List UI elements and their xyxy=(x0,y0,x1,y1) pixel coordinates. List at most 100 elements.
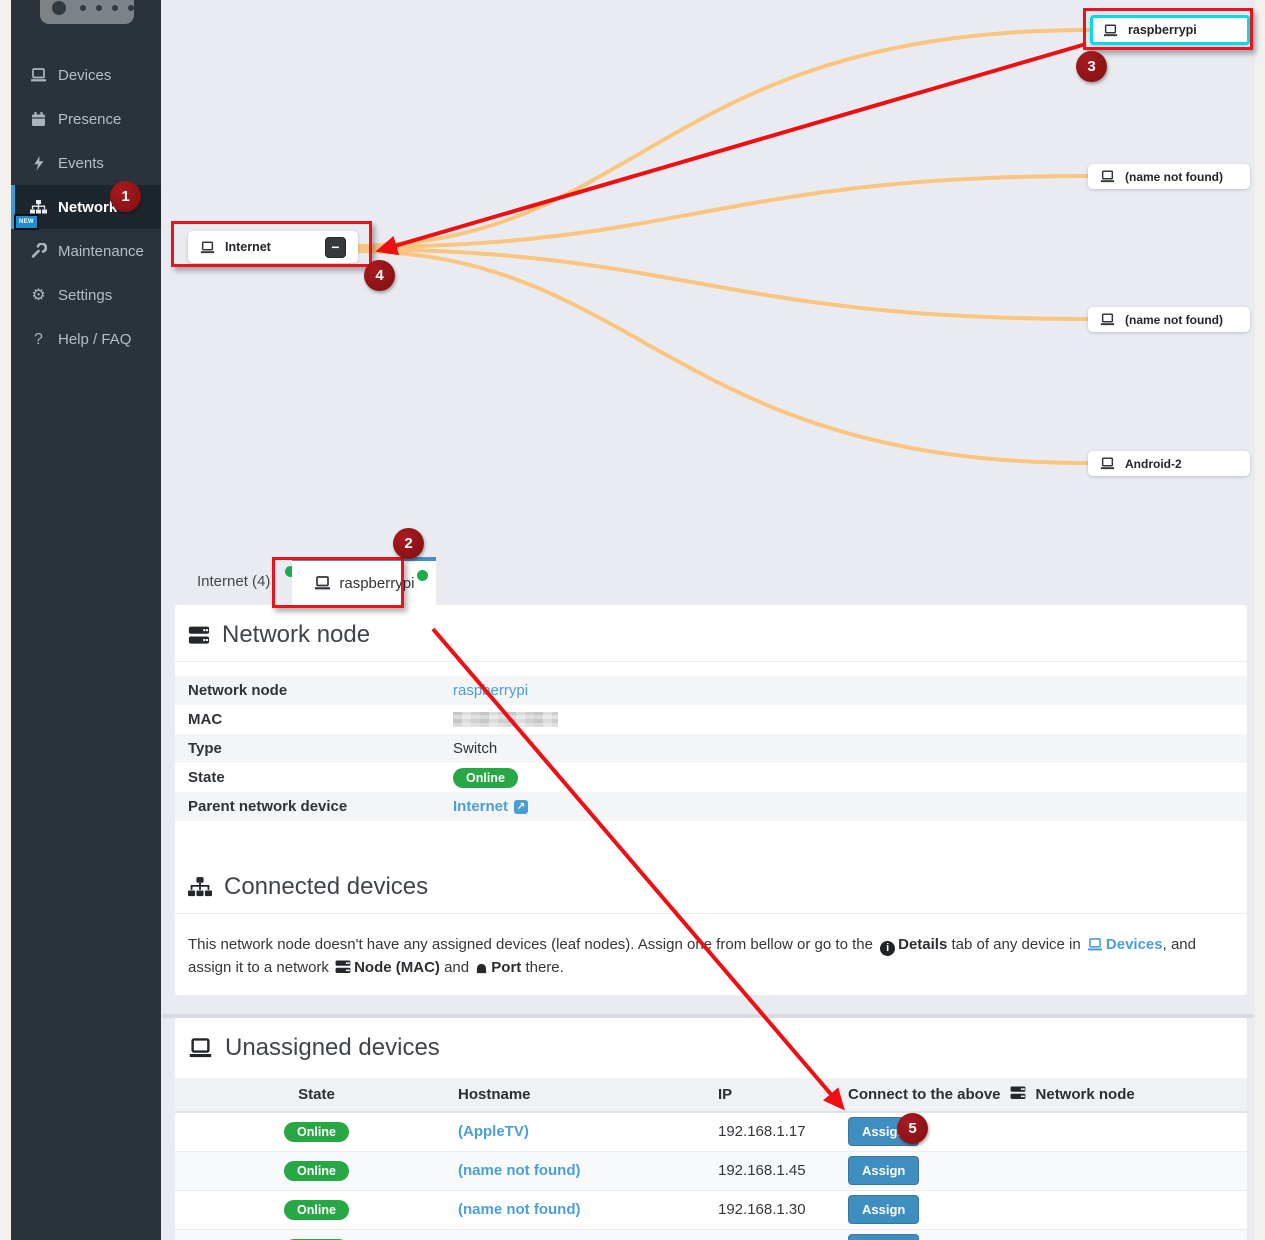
desc-text: there. xyxy=(521,959,564,976)
node-label: (name not found) xyxy=(1125,169,1223,184)
sidebar-item-maintenance[interactable]: NEW Maintenance xyxy=(11,214,161,273)
annotation-step-1: 1 xyxy=(110,181,141,212)
sidebar: Devices Presence Events Network NEW Main… xyxy=(11,0,161,1240)
sidebar-item-label: Devices xyxy=(58,66,112,84)
status-badge: Online xyxy=(453,767,518,788)
sidebar-item-label: Presence xyxy=(58,110,122,128)
sidebar-item-label: Network xyxy=(58,198,118,216)
hostname-link[interactable]: (AppleTV) xyxy=(458,1123,529,1141)
detail-row-mac: MAC xyxy=(175,705,1247,734)
network-node-panel: Network node Network node raspberrypi MA… xyxy=(175,605,1247,995)
laptop-icon xyxy=(1100,457,1115,470)
sidebar-menu: Devices Presence Events Network NEW Main… xyxy=(11,53,161,361)
sidebar-item-help[interactable]: ? Help / FAQ xyxy=(11,317,161,361)
table-row: Online (name not found) 192.168.1.30 Ass… xyxy=(175,1190,1247,1230)
col-header-connect: Connect to the above Network node xyxy=(848,1078,1247,1113)
detail-row-network-node: Network node raspberrypi xyxy=(175,676,1247,705)
detail-label: MAC xyxy=(188,711,223,728)
logo-dot xyxy=(52,1,66,15)
annotation-step-5: 5 xyxy=(897,1113,928,1144)
question-icon: ? xyxy=(34,330,43,348)
laptop-icon xyxy=(189,1038,212,1058)
table-row: Online (name not found) 192.168.1.45 Ass… xyxy=(175,1151,1247,1191)
topology-node-internet[interactable]: Internet − xyxy=(188,231,358,263)
info-icon: i xyxy=(880,941,896,956)
topology-node-raspberrypi[interactable]: raspberrypi xyxy=(1090,15,1250,45)
tab-label: raspberrypi xyxy=(339,574,415,592)
sidebar-item-label: Maintenance xyxy=(58,242,144,260)
detail-label: Parent network device xyxy=(188,798,348,815)
online-dot xyxy=(417,570,429,581)
external-link-icon[interactable]: ↗ xyxy=(514,799,529,814)
detail-label: State xyxy=(188,769,225,786)
assign-button[interactable]: Assign xyxy=(848,1156,920,1185)
sitemap-icon xyxy=(188,877,212,897)
assign-button[interactable]: Assign xyxy=(848,1234,920,1240)
hostname-link[interactable]: (name not found) xyxy=(458,1201,581,1218)
hostname-link[interactable]: (name not found) xyxy=(458,1162,581,1179)
desc-text: , and assign it to a network xyxy=(188,936,1196,976)
detail-label: Network node xyxy=(188,682,288,699)
annotation-step-3: 3 xyxy=(1076,51,1107,82)
parent-device-link[interactable]: Internet xyxy=(453,798,509,815)
devices-link[interactable]: Devices xyxy=(1105,936,1163,953)
desc-bold: Details xyxy=(898,936,948,953)
sitemap-icon xyxy=(30,200,47,214)
sidebar-item-events[interactable]: Events xyxy=(11,141,161,185)
port-icon xyxy=(475,959,488,980)
topology-node-unknown-2[interactable]: (name not found) xyxy=(1088,307,1250,332)
laptop-icon xyxy=(1103,23,1118,36)
server-icon xyxy=(1010,1085,1026,1104)
bolt-icon xyxy=(34,155,44,170)
laptop-icon xyxy=(1100,170,1115,183)
annotation-step-2: 2 xyxy=(393,528,424,559)
node-label: Internet xyxy=(225,240,271,254)
detail-row-parent: Parent network device Internet ↗ xyxy=(175,792,1247,821)
desc-text: tab of any device in xyxy=(947,936,1085,953)
detail-row-state: State Online xyxy=(175,763,1247,792)
topology-node-unknown-1[interactable]: (name not found) xyxy=(1088,164,1250,189)
tab-internet[interactable]: Internet (4) xyxy=(175,557,297,605)
ip-value: 192.168.1.17 xyxy=(718,1123,806,1141)
detail-row-type: Type Switch xyxy=(175,734,1247,763)
table-row: Online (AppleTV) 192.168.1.17 Assign xyxy=(175,1112,1247,1152)
node-name-link[interactable]: raspberrypi xyxy=(453,682,529,699)
app-logo xyxy=(40,0,134,24)
desc-bold: Node (MAC) xyxy=(354,959,440,976)
laptop-icon xyxy=(315,576,331,590)
sidebar-item-presence[interactable]: Presence xyxy=(11,97,161,141)
ip-value: 192.168.1.45 xyxy=(718,1162,806,1179)
divider xyxy=(175,661,1247,662)
unassigned-devices-heading: Unassigned devices xyxy=(175,1018,1247,1070)
new-badge: NEW xyxy=(14,214,39,230)
status-badge: Online xyxy=(284,1160,349,1181)
collapse-node-button[interactable]: − xyxy=(325,236,346,258)
sidebar-item-settings[interactable]: ⚙ Settings xyxy=(11,273,161,317)
table-row: Online (name not found) 192.168.1.57 Ass… xyxy=(175,1229,1247,1240)
col-header-hostname: Hostname xyxy=(458,1078,718,1113)
sidebar-item-label: Events xyxy=(58,154,104,172)
sidebar-item-label: Settings xyxy=(58,286,113,304)
desc-text: and xyxy=(439,959,474,976)
detail-value: Switch xyxy=(453,740,498,757)
desc-bold: Port xyxy=(491,959,522,976)
redacted-mac-value xyxy=(453,712,558,727)
tab-raspberrypi[interactable]: raspberrypi xyxy=(292,557,437,605)
ip-value: 192.168.1.30 xyxy=(718,1201,806,1218)
connected-devices-description: This network node doesn't have any assig… xyxy=(175,914,1225,980)
gear-icon: ⚙ xyxy=(31,286,46,304)
topology-node-android2[interactable]: Android-2 xyxy=(1088,451,1250,476)
server-icon xyxy=(188,626,210,644)
connected-devices-heading: Connected devices xyxy=(175,857,1247,909)
sidebar-item-devices[interactable]: Devices xyxy=(11,53,161,97)
table-header-row: State Hostname IP Connect to the above Ne… xyxy=(175,1078,1247,1113)
node-label: (name not found) xyxy=(1125,312,1223,327)
node-label: Android-2 xyxy=(1125,456,1182,471)
panel-title: Network node xyxy=(222,621,371,648)
detail-label: Type xyxy=(188,740,222,757)
panel-title: Connected devices xyxy=(224,873,429,900)
assign-button[interactable]: Assign xyxy=(848,1195,920,1224)
node-label: raspberrypi xyxy=(1128,23,1197,37)
laptop-icon xyxy=(1087,936,1103,957)
